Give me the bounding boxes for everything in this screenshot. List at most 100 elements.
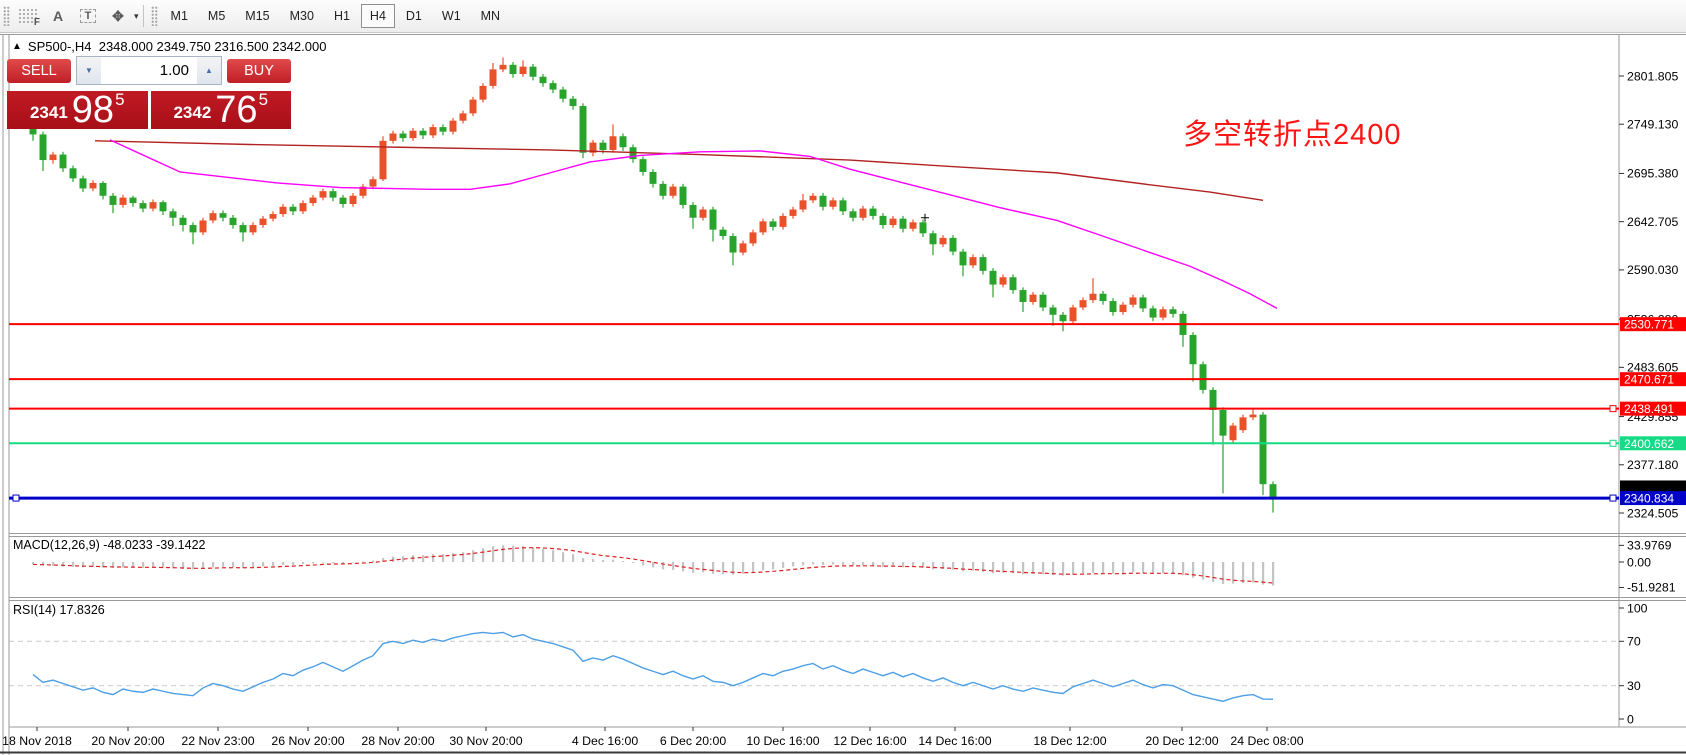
chart-annotation[interactable]: 多空转折点2400 [1183, 119, 1402, 151]
candle [399, 133, 407, 139]
price-level-label[interactable] [1620, 401, 1686, 416]
candle [829, 200, 837, 207]
macd-histogram-bar [262, 562, 265, 567]
candle [1199, 364, 1207, 390]
macd-histogram-bar [142, 562, 145, 568]
candle [669, 186, 677, 196]
candle [1039, 294, 1047, 308]
rsi-axis-label: 100 [1627, 601, 1648, 615]
ohlc-header-text: SP500-,H4 2348.000 2349.750 2316.500 234… [27, 39, 327, 54]
macd-histogram-bar [502, 545, 505, 562]
timeframe-button-H1[interactable]: H1 [325, 4, 359, 28]
dropdown-caret-icon[interactable]: ▾ [134, 10, 139, 21]
candle [569, 98, 577, 107]
ask-price-small: 2342 [173, 103, 212, 122]
buy-button[interactable]: BUY [227, 59, 291, 83]
one-click-trading-panel: SELL ▼ ▲ BUY 2341 98 5 2342 76 5 [7, 56, 291, 129]
candle [989, 270, 997, 285]
candle [59, 154, 67, 169]
candle [219, 213, 227, 218]
ask-price-box[interactable]: 2342 76 5 [150, 90, 291, 129]
toolbar-drag-handle[interactable] [150, 6, 158, 26]
price-level-label[interactable] [1620, 436, 1686, 451]
price-axis-label: 2695.380 [1627, 167, 1678, 181]
timeframe-button-M15[interactable]: M15 [236, 4, 278, 28]
candle [79, 178, 87, 189]
candle [1089, 293, 1097, 301]
candle [999, 277, 1007, 285]
candle [859, 208, 867, 218]
candle [959, 251, 967, 266]
candle [189, 225, 197, 233]
candle [1189, 334, 1197, 365]
timeframe-button-M1[interactable]: M1 [162, 4, 197, 28]
candle [139, 203, 147, 209]
bid-price-box[interactable]: 2341 98 5 [7, 90, 148, 129]
candle [129, 197, 137, 204]
candle [789, 209, 797, 216]
macd-signal-line [32, 547, 1274, 584]
rsi-axis-label: 30 [1627, 679, 1641, 693]
text-box-icon[interactable]: T [75, 4, 101, 28]
candle [659, 183, 667, 196]
candle [759, 221, 767, 233]
timeframe-button-D1[interactable]: D1 [397, 4, 431, 28]
macd-histogram-bar [582, 558, 585, 562]
candle [359, 186, 367, 196]
candle [429, 127, 437, 136]
macd-histogram-bar [532, 547, 535, 562]
candle [589, 142, 597, 153]
level-drag-handle[interactable] [1609, 494, 1617, 502]
candle [769, 221, 777, 227]
macd-histogram-bar [272, 562, 275, 566]
volume-decrease-button[interactable]: ▼ [77, 57, 101, 84]
timeframe-button-M5[interactable]: M5 [199, 4, 234, 28]
macd-histogram-bar [512, 545, 515, 562]
macd-histogram-bar [132, 562, 135, 568]
time-axis-label: 22 Nov 23:00 [181, 734, 254, 748]
price-level-label[interactable] [1620, 480, 1686, 495]
candle [159, 202, 167, 212]
candle [949, 237, 957, 252]
MA-slow-darkred [94, 140, 1264, 202]
price-axis-label: 2590.030 [1627, 263, 1678, 277]
price-level-label[interactable] [1620, 372, 1686, 387]
toolbar-separator [142, 5, 144, 27]
cycles-icon[interactable]: ✥ [112, 7, 124, 24]
sell-button[interactable]: SELL [7, 59, 71, 83]
price-axis-label: 2483.605 [1627, 361, 1678, 375]
candle [869, 208, 877, 216]
volume-increase-button[interactable]: ▲ [197, 57, 221, 84]
candle [1209, 389, 1217, 411]
timeframe-button-H4[interactable]: H4 [360, 4, 395, 28]
grid-f-icon[interactable]: F [15, 4, 41, 28]
candle [179, 217, 187, 226]
volume-input[interactable] [101, 57, 197, 84]
macd-histogram-bar [442, 554, 445, 562]
candle [1099, 293, 1107, 302]
macd-histogram-bar [52, 562, 55, 566]
candle [369, 179, 377, 187]
level-drag-handle[interactable] [1609, 439, 1617, 447]
text-label-icon[interactable]: A [52, 8, 64, 24]
level-drag-handle[interactable] [12, 494, 20, 502]
time-axis-label: 12 Dec 16:00 [833, 734, 906, 748]
price-level-label[interactable] [1620, 491, 1686, 506]
timeframe-button-W1[interactable]: W1 [433, 4, 470, 28]
candle [1149, 308, 1157, 318]
macd-histogram-bar [292, 562, 295, 565]
macd-histogram-bar [1122, 562, 1125, 574]
macd-histogram-bar [1212, 562, 1215, 583]
macd-histogram-bar [1132, 562, 1135, 573]
candle [1059, 314, 1067, 322]
level-drag-handle[interactable] [1609, 405, 1617, 413]
macd-histogram-bar [992, 562, 995, 574]
price-level-label[interactable] [1620, 317, 1686, 332]
macd-histogram-bar [962, 562, 965, 572]
macd-histogram-bar [1072, 562, 1075, 575]
macd-histogram-bar [602, 560, 605, 562]
candle [39, 134, 47, 161]
timeframe-button-M30[interactable]: M30 [281, 4, 323, 28]
toolbar-drag-handle[interactable] [3, 6, 10, 26]
timeframe-button-MN[interactable]: MN [472, 4, 509, 28]
